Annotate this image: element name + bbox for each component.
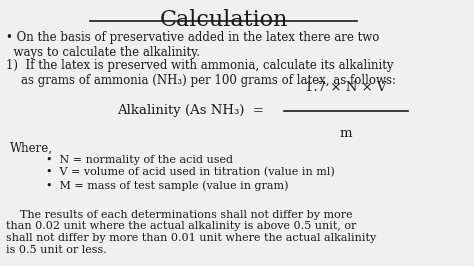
Text: •  V = volume of acid used in titration (value in ml): • V = volume of acid used in titration (… [46, 167, 335, 178]
Text: The results of each determinations shall not differ by more
than 0.02 unit where: The results of each determinations shall… [6, 210, 376, 255]
Text: m: m [340, 127, 353, 140]
Text: 1.7 × N × V: 1.7 × N × V [305, 81, 387, 94]
Text: •  N = normality of the acid used: • N = normality of the acid used [46, 155, 233, 164]
Text: 1)  If the latex is preserved with ammonia, calculate its alkalinity
    as gram: 1) If the latex is preserved with ammoni… [6, 59, 396, 87]
Text: •  M = mass of test sample (value in gram): • M = mass of test sample (value in gram… [46, 180, 288, 191]
Text: • On the basis of preservative added in the latex there are two
  ways to calcul: • On the basis of preservative added in … [6, 31, 379, 59]
Text: Calculation: Calculation [160, 9, 288, 31]
Text: Where,: Where, [10, 142, 53, 155]
Text: Alkalinity (As NH₃)  =: Alkalinity (As NH₃) = [117, 104, 264, 117]
